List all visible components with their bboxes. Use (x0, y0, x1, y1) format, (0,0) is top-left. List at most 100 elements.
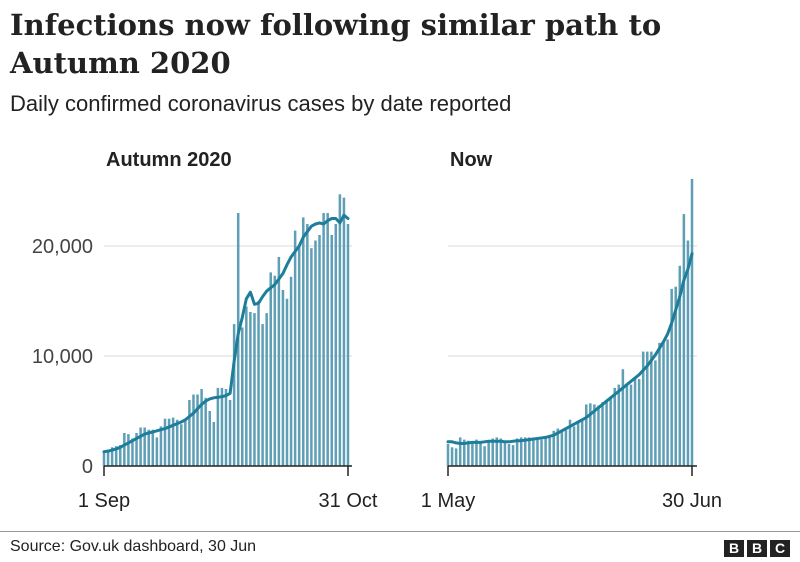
data-bar (302, 217, 305, 466)
data-bar (499, 438, 503, 466)
data-bar (601, 402, 604, 466)
data-bar (326, 213, 329, 466)
logo-letter: B (747, 540, 767, 557)
average-line (446, 252, 694, 445)
data-bar (342, 197, 346, 466)
source-note: Source: Gov.uk dashboard, 30 Jun (10, 538, 257, 555)
y-tick-label: 0 (82, 456, 93, 478)
data-bar (458, 437, 462, 466)
data-bar (454, 448, 458, 466)
data-bar (625, 385, 629, 466)
y-tick-label: 10,000 (32, 346, 93, 368)
data-bar (576, 422, 580, 466)
data-bar (277, 257, 281, 466)
data-bar (200, 389, 203, 466)
data-bar (334, 224, 338, 466)
data-bar (346, 224, 350, 466)
data-bar (686, 240, 690, 466)
data-bar (544, 437, 547, 466)
data-bar (507, 444, 511, 466)
data-bar (310, 248, 313, 466)
data-bar (629, 384, 633, 466)
data-bar (463, 439, 466, 466)
data-bar (536, 437, 539, 466)
data-bar (147, 429, 150, 466)
data-bar (257, 301, 260, 466)
y-tick-label: 20,000 (32, 236, 93, 258)
data-bar (322, 213, 325, 466)
data-bar (589, 403, 592, 466)
data-bar (106, 449, 110, 466)
data-bar (155, 437, 159, 466)
data-bar (658, 342, 661, 466)
data-bar (281, 290, 285, 466)
data-bar (163, 418, 167, 466)
data-bar (171, 417, 175, 466)
data-bar (110, 447, 114, 466)
data-bar (123, 433, 126, 466)
data-bar (597, 405, 600, 466)
data-bar (666, 339, 669, 466)
data-bar (483, 446, 486, 466)
data-bar (682, 214, 686, 466)
data-bar (585, 404, 588, 466)
data-bar (654, 360, 657, 466)
data-bar (637, 379, 641, 466)
average-line (102, 213, 350, 454)
data-bar (613, 387, 616, 466)
data-bar (338, 194, 342, 467)
data-bar (159, 426, 163, 466)
data-bar (446, 444, 450, 466)
data-bar (293, 230, 297, 466)
data-bar (560, 430, 564, 466)
bbc-logo: B B C (724, 540, 790, 557)
data-bar (232, 324, 236, 466)
data-bar (633, 376, 637, 466)
data-bar (188, 400, 191, 466)
data-bar (143, 427, 146, 466)
x-tick-label: 31 Oct (319, 490, 378, 512)
data-bar (621, 369, 625, 466)
data-bar (519, 437, 523, 466)
data-bar (196, 394, 199, 466)
data-bar (330, 235, 333, 466)
data-bar (261, 324, 264, 466)
data-bar (568, 419, 572, 466)
data-bar (532, 437, 535, 466)
data-bar (580, 420, 584, 466)
data-bar (119, 445, 122, 466)
data-bar (241, 327, 244, 466)
x-tick-label: 30 Jun (662, 490, 722, 512)
data-bar (670, 288, 673, 466)
data-bar (650, 351, 653, 466)
data-bar (285, 298, 289, 466)
data-bar (690, 178, 694, 466)
data-bar (491, 438, 494, 466)
data-bar (245, 306, 248, 466)
data-bar (572, 426, 576, 466)
data-bar (224, 389, 228, 466)
data-bar (564, 427, 568, 466)
data-bar (204, 397, 207, 466)
data-bar (102, 451, 106, 466)
data-bar (175, 419, 179, 466)
data-bar (297, 246, 301, 466)
data-bar (528, 437, 531, 466)
data-bar (646, 351, 649, 466)
footer-divider (0, 531, 800, 532)
data-bar (450, 447, 454, 466)
data-bar (318, 235, 321, 466)
data-bar (475, 439, 478, 466)
data-bar (192, 394, 195, 466)
data-bar (135, 433, 138, 466)
data-bar (609, 396, 612, 466)
data-bar (216, 387, 220, 466)
data-bar (167, 418, 171, 466)
data-bar (556, 428, 560, 466)
data-bar (515, 438, 519, 466)
data-bar (495, 437, 499, 466)
chart-title: Infections now following similar path to… (10, 8, 662, 80)
data-bar (548, 435, 551, 466)
data-bar (253, 313, 256, 466)
data-bar (269, 272, 272, 466)
